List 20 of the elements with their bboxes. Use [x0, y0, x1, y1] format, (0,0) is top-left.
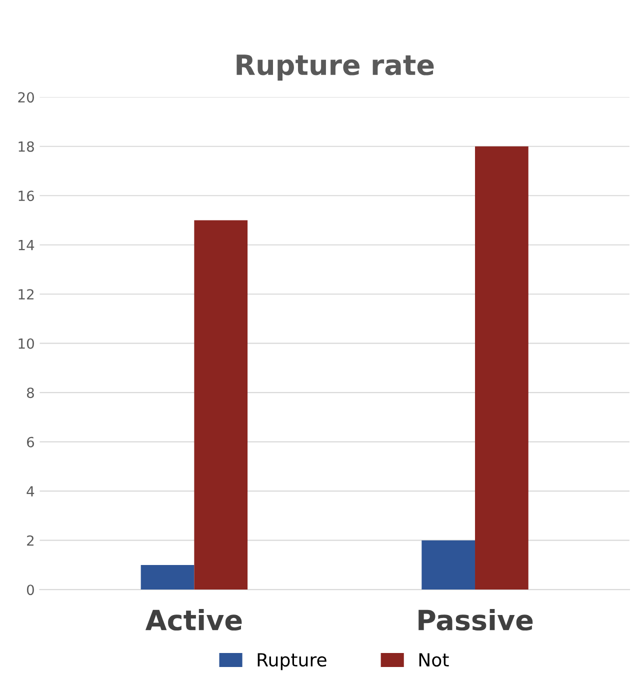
bar: [475, 146, 528, 590]
x-tick-label: Active: [145, 609, 242, 631]
bar: [140, 564, 194, 590]
y-tick-label: 12: [18, 289, 34, 300]
y-tick-label: 18: [18, 141, 34, 152]
y-tick-label: 2: [27, 535, 34, 546]
chart-title: Rupture rate: [236, 54, 434, 81]
y-tick-label: 6: [27, 436, 34, 448]
y-tick-label: 10: [18, 338, 34, 349]
bar: [422, 540, 476, 590]
legend-label: Not: [419, 653, 449, 667]
legend-label: Rupture: [258, 653, 326, 670]
x-tick-label: Passive: [418, 609, 533, 631]
y-tick-label: 0: [26, 584, 34, 596]
y-tick-label: 4: [26, 486, 34, 496]
bar: [194, 220, 248, 590]
y-tick-label: 16: [18, 190, 34, 202]
y-tick-label: 14: [18, 240, 34, 250]
y-tick-label: 20: [18, 92, 34, 103]
y-tick-label: 8: [26, 388, 34, 398]
